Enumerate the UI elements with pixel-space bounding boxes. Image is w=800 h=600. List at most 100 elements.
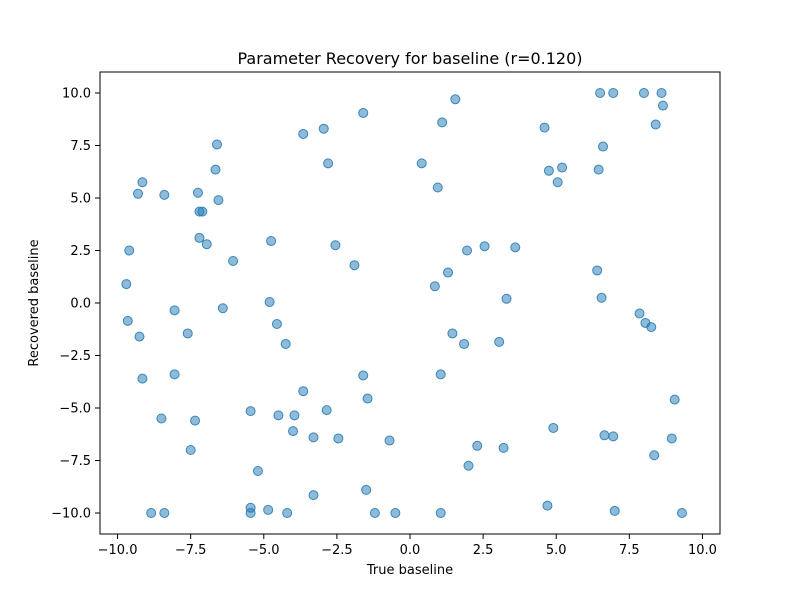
data-point-74 bbox=[539, 122, 550, 133]
data-point-62 bbox=[443, 267, 454, 278]
data-point-2 bbox=[124, 245, 135, 256]
data-point-33 bbox=[271, 319, 282, 329]
data-point-86 bbox=[608, 431, 619, 442]
data-point-63 bbox=[447, 328, 458, 339]
data-point-71 bbox=[498, 442, 509, 453]
y-axis-label: Recovered baseline bbox=[27, 239, 42, 366]
y-tick-label: 7.5 bbox=[70, 139, 91, 154]
data-point-78 bbox=[552, 177, 563, 188]
points-layer bbox=[121, 88, 687, 518]
data-point-18 bbox=[197, 206, 208, 217]
data-point-54 bbox=[384, 435, 395, 446]
data-point-45 bbox=[323, 158, 334, 169]
data-point-92 bbox=[646, 322, 657, 333]
data-point-43 bbox=[318, 123, 329, 134]
data-point-68 bbox=[472, 440, 483, 451]
data-point-89 bbox=[634, 308, 645, 319]
data-point-81 bbox=[593, 164, 604, 175]
data-point-13 bbox=[182, 328, 193, 339]
data-point-90 bbox=[638, 88, 649, 98]
data-point-26 bbox=[245, 406, 256, 417]
data-point-35 bbox=[280, 338, 291, 349]
data-point-41 bbox=[308, 432, 319, 443]
data-point-69 bbox=[479, 241, 490, 252]
data-point-85 bbox=[599, 430, 610, 441]
data-point-76 bbox=[543, 165, 554, 176]
data-point-9 bbox=[159, 189, 170, 200]
x-tick-label: −5.0 bbox=[248, 543, 280, 558]
data-point-10 bbox=[159, 508, 170, 518]
data-point-65 bbox=[459, 338, 470, 349]
data-point-42 bbox=[308, 490, 319, 501]
data-point-66 bbox=[462, 245, 473, 256]
data-point-80 bbox=[592, 265, 603, 276]
data-point-55 bbox=[390, 508, 401, 518]
data-point-39 bbox=[298, 128, 309, 139]
data-point-48 bbox=[349, 260, 360, 271]
data-point-70 bbox=[494, 336, 505, 347]
data-point-5 bbox=[137, 177, 148, 188]
y-tick-label: −2.5 bbox=[59, 349, 91, 364]
data-point-67 bbox=[463, 460, 474, 471]
data-point-64 bbox=[450, 94, 461, 105]
y-tick-label: −5.0 bbox=[59, 402, 91, 417]
data-point-93 bbox=[649, 450, 660, 461]
data-point-34 bbox=[273, 410, 284, 421]
data-point-51 bbox=[361, 484, 372, 495]
data-point-97 bbox=[666, 433, 677, 444]
data-point-30 bbox=[263, 504, 274, 515]
data-point-32 bbox=[266, 236, 277, 247]
data-point-84 bbox=[598, 141, 609, 152]
y-tick-label: 10.0 bbox=[62, 87, 91, 102]
data-point-23 bbox=[213, 195, 224, 206]
data-point-95 bbox=[656, 88, 667, 98]
data-point-40 bbox=[298, 386, 309, 397]
data-point-29 bbox=[252, 466, 263, 476]
data-point-15 bbox=[190, 415, 201, 426]
data-point-24 bbox=[217, 303, 228, 314]
x-axis-ticks: −10.0 −7.5 −5.0 −2.5 0.0 2.5 5.0 7.5 10.0 bbox=[98, 534, 717, 558]
data-point-36 bbox=[282, 508, 293, 518]
data-point-46 bbox=[330, 240, 341, 251]
data-point-58 bbox=[432, 182, 443, 193]
y-tick-label: 2.5 bbox=[70, 244, 91, 259]
data-point-57 bbox=[429, 281, 440, 292]
data-point-28 bbox=[245, 508, 256, 518]
data-point-11 bbox=[169, 305, 180, 316]
data-point-49 bbox=[358, 107, 369, 118]
x-tick-label: 5.0 bbox=[546, 543, 567, 558]
y-tick-label: 5.0 bbox=[70, 192, 91, 207]
data-point-75 bbox=[542, 500, 553, 511]
data-point-20 bbox=[201, 239, 212, 250]
data-point-44 bbox=[321, 405, 332, 416]
data-point-8 bbox=[156, 413, 167, 424]
data-point-99 bbox=[676, 508, 687, 518]
data-point-21 bbox=[210, 164, 221, 175]
y-axis-ticks: −10.0 −7.5 −5.0 −2.5 0.0 2.5 5.0 7.5 10.0 bbox=[51, 87, 100, 522]
data-point-31 bbox=[264, 296, 275, 307]
y-tick-label: 0.0 bbox=[70, 297, 91, 312]
data-point-12 bbox=[169, 369, 180, 380]
data-point-96 bbox=[657, 100, 668, 111]
data-point-1 bbox=[122, 315, 133, 326]
x-tick-label: −10.0 bbox=[98, 543, 138, 558]
data-point-4 bbox=[134, 331, 145, 342]
x-tick-label: 10.0 bbox=[688, 543, 717, 558]
data-point-94 bbox=[650, 119, 661, 130]
data-point-59 bbox=[435, 369, 446, 380]
data-point-6 bbox=[137, 373, 148, 384]
data-point-87 bbox=[608, 88, 619, 98]
data-point-53 bbox=[369, 508, 380, 518]
data-point-83 bbox=[596, 292, 607, 303]
data-point-56 bbox=[416, 158, 427, 169]
data-point-61 bbox=[437, 117, 448, 128]
x-tick-label: −7.5 bbox=[175, 543, 207, 558]
data-point-77 bbox=[548, 422, 559, 433]
data-point-37 bbox=[288, 426, 299, 437]
data-point-73 bbox=[510, 242, 521, 253]
data-point-16 bbox=[192, 187, 203, 198]
data-point-52 bbox=[362, 393, 373, 404]
x-axis-label: True baseline bbox=[366, 563, 453, 578]
